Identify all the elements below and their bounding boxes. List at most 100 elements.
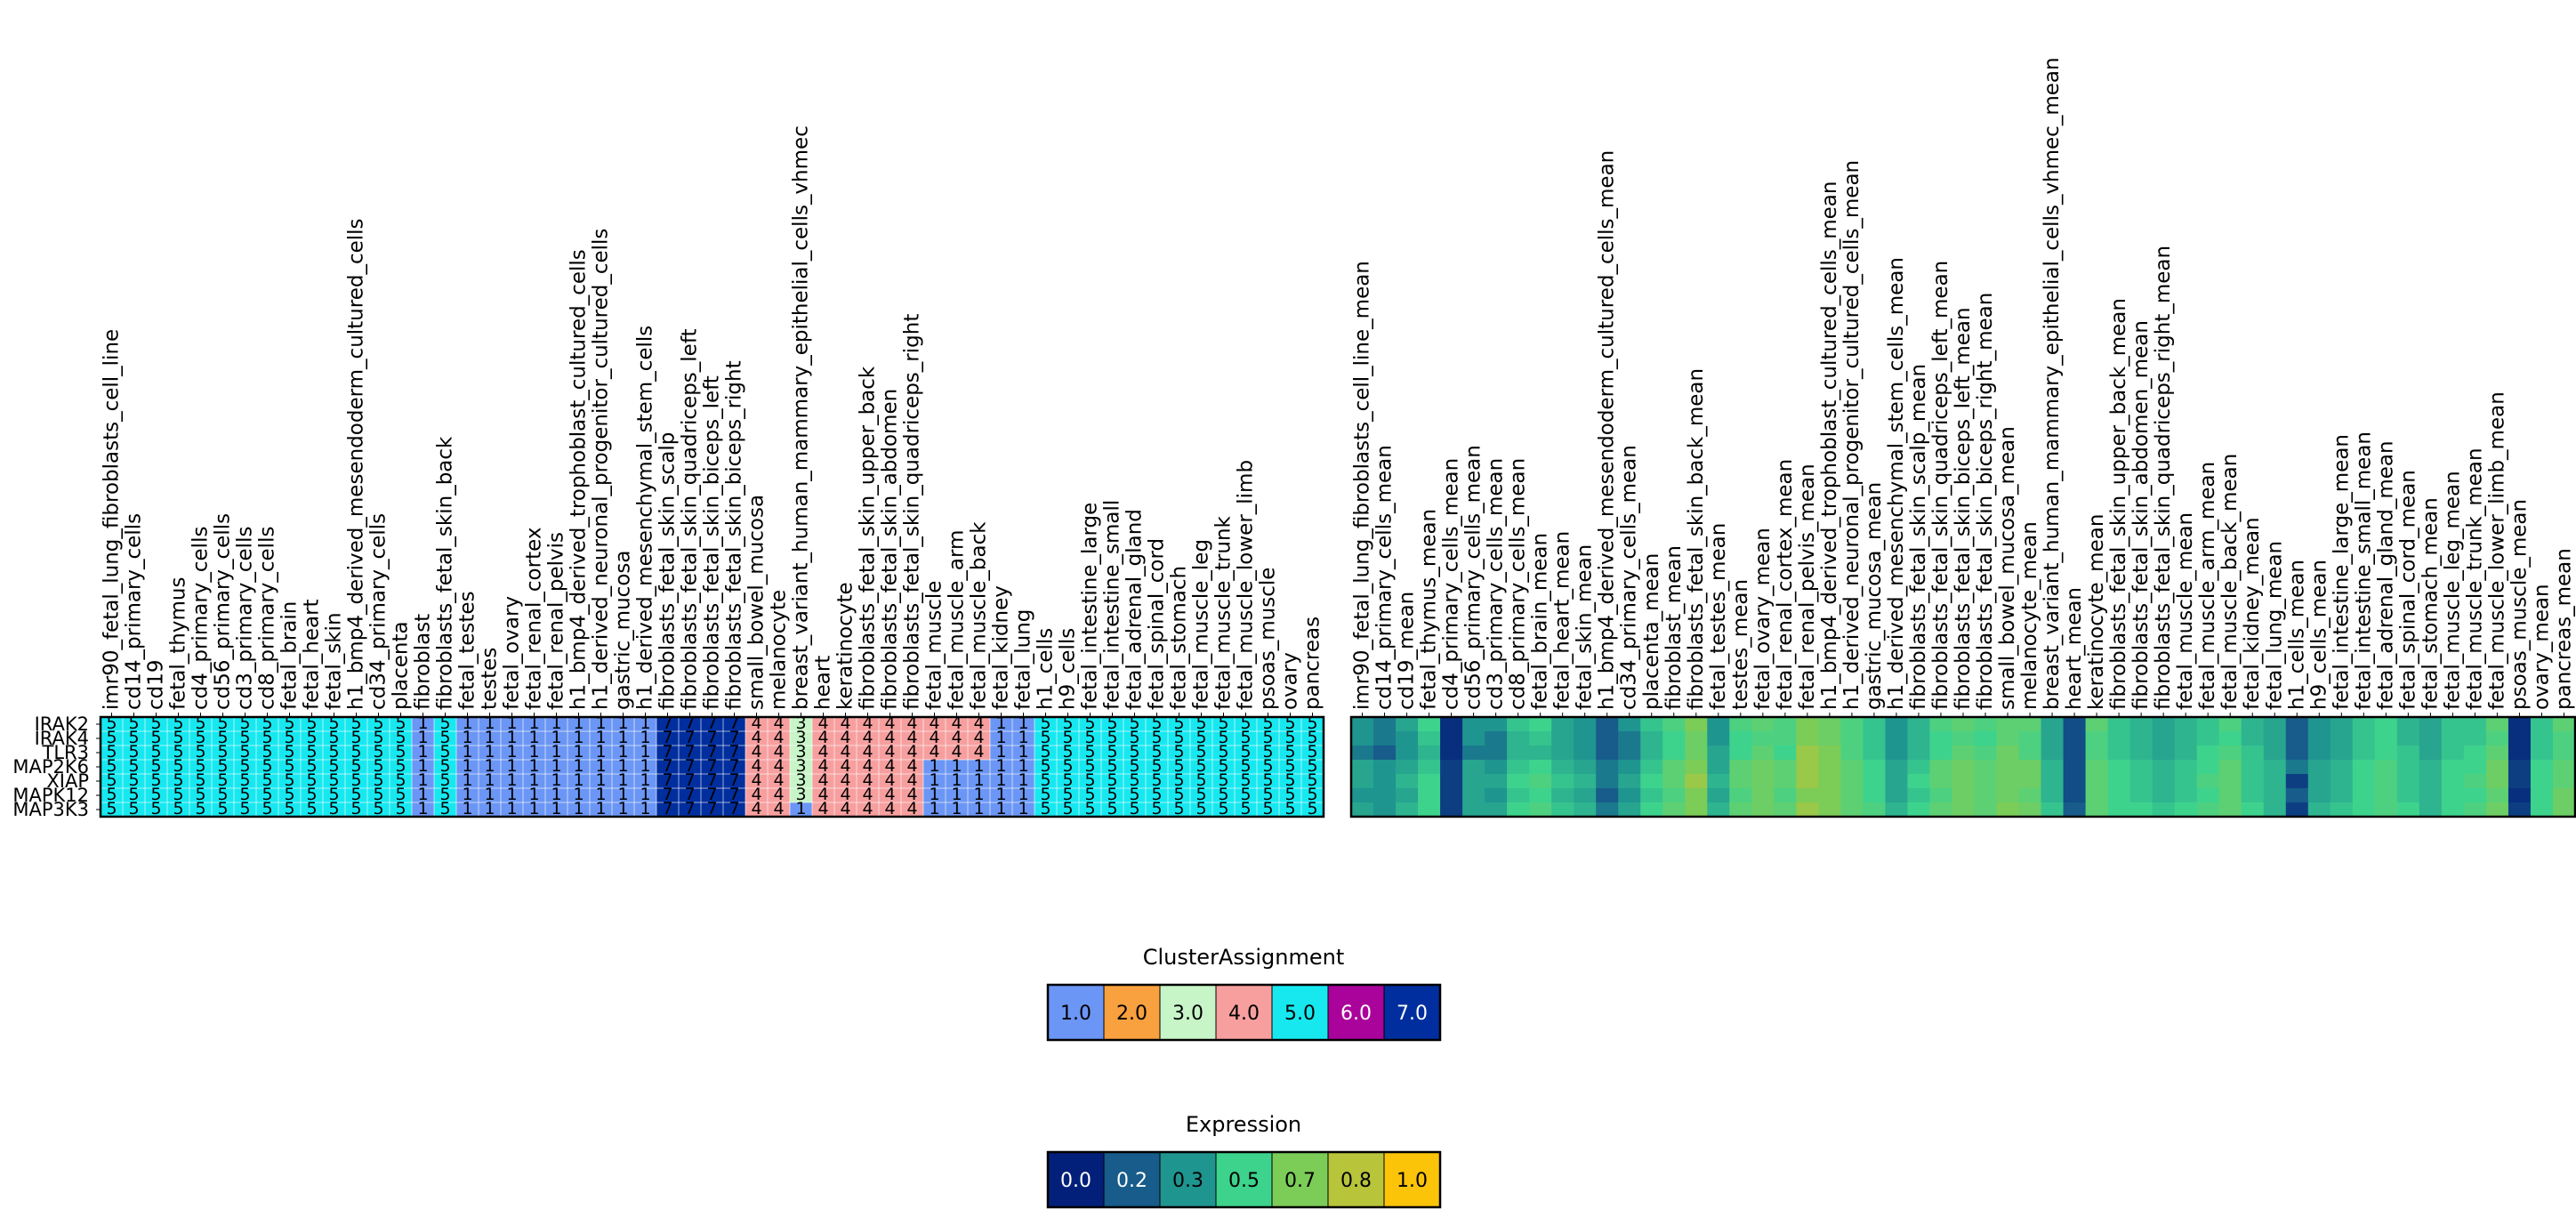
expression-heatmap-column-label: fetal_muscle_leg_mean [2441,471,2464,710]
expression-heatmap-cell [1485,760,1508,775]
cluster-heatmap-cell-label: 5 [1107,799,1117,818]
expression-heatmap-cell [1974,717,1998,732]
expression-heatmap-cell [2463,802,2487,818]
expression-heatmap-cell [1574,717,1597,732]
cluster-heatmap-cell-label: 3 [795,728,806,747]
expression-heatmap-cell [1818,746,1841,761]
cluster-heatmap-cell-label: 1 [995,785,1006,804]
expression-heatmap-cell [1729,774,1752,789]
expression-heatmap-cell [2196,746,2220,761]
expression-heatmap-cell [1840,731,1864,746]
cluster-legend-swatch-label: 1.0 [1060,1003,1091,1025]
expression-heatmap-cell [1596,717,1619,732]
cluster-heatmap-cell-label: 4 [840,713,850,733]
expression-heatmap-column-label: cd14_primary_cells_mean [1373,445,1397,710]
cluster-heatmap-cell-label: 5 [1151,770,1162,790]
expression-heatmap-cell [1440,731,1463,746]
expression-heatmap-cell [2352,746,2376,761]
expression-heatmap-cell [2374,731,2398,746]
cluster-heatmap-cell-label: 5 [1307,770,1317,790]
cluster-heatmap-cell-label: 5 [1240,756,1251,776]
expression-heatmap-cell [1796,788,1819,803]
cluster-heatmap-cell-label: 1 [417,713,428,733]
expression-heatmap-cell [1840,760,1864,775]
cluster-heatmap-cell-label: 5 [1040,799,1051,818]
cluster-heatmap-cell-label: 5 [306,756,317,776]
expression-heatmap-cell [1907,731,1931,746]
expression-heatmap-cell [1796,731,1819,746]
expression-heatmap-cell [1351,802,1374,818]
expression-heatmap-cell [1351,746,1374,761]
expression-heatmap-cell [2330,788,2354,803]
expression-heatmap-column-label: fetal_stomach_mean [2419,497,2442,710]
expression-heatmap-cell [1751,802,1775,818]
expression-legend-swatch-label: 0.5 [1228,1170,1260,1192]
expression-heatmap-column-label: fibroblasts_fetal_skin_biceps_right_mean [1974,293,1997,710]
expression-heatmap-cell [2085,788,2109,803]
cluster-heatmap-cell-label: 5 [1107,756,1117,776]
expression-heatmap-cell [1952,802,1976,818]
expression-heatmap-cell [1929,802,1953,818]
expression-heatmap-cell [2530,760,2554,775]
cluster-heatmap-cell-label: 1 [640,799,650,818]
expression-heatmap-cell [1529,746,1552,761]
expression-heatmap-cell [1907,802,1931,818]
expression-heatmap-cell [2463,717,2487,732]
expression-heatmap-column-label: h1_bmp4_derived_mesendoderm_cultured_cel… [1596,150,1619,710]
cluster-heatmap-cell-label: 7 [684,785,695,804]
cluster-heatmap-cell-label: 7 [706,770,717,790]
cluster-heatmap-cell-label: 4 [817,756,828,776]
expression-heatmap-cell [2307,774,2331,789]
expression-heatmap-cell [1974,746,1998,761]
cluster-heatmap-column-label: fetal_intestine_small [1101,500,1124,710]
cluster-heatmap-cell-label: 4 [862,770,873,790]
expression-heatmap-cell [1396,760,1419,775]
cluster-heatmap-column-label: fetal_brain [278,601,302,710]
expression-heatmap-cell [2352,802,2376,818]
cluster-legend-swatch-label: 7.0 [1397,1003,1428,1025]
cluster-heatmap-cell-label: 5 [262,742,272,762]
expression-heatmap-cell [1351,760,1374,775]
cluster-heatmap-cell-label: 5 [173,713,183,733]
expression-heatmap-cell [1796,746,1819,761]
cluster-heatmap-column-label: fetal_thymus [167,577,190,710]
expression-heatmap-cell [2419,774,2443,789]
expression-heatmap-cell [1574,746,1597,761]
expression-heatmap-cell [2330,774,2354,789]
cluster-heatmap-cell-label: 5 [328,742,339,762]
expression-heatmap-cell [2063,788,2087,803]
expression-heatmap-cell [2063,746,2087,761]
expression-heatmap-cell [1952,746,1976,761]
expression-heatmap-cell [2285,731,2309,746]
expression-heatmap-cell [2441,746,2465,761]
cluster-heatmap-cell-label: 1 [640,785,650,804]
expression-heatmap-column-label: fibroblasts_fetal_skin_back_mean [1685,368,1708,710]
cluster-heatmap-cell-label: 5 [1218,728,1228,747]
cluster-heatmap-cell-label: 5 [1084,785,1095,804]
cluster-heatmap-cell-label: 5 [306,799,317,818]
expression-heatmap-cell [2441,788,2465,803]
expression-heatmap-cell [1818,802,1841,818]
expression-heatmap-cell [2129,802,2153,818]
cluster-heatmap-cell-label: 5 [217,713,228,733]
expression-heatmap-cell [1551,788,1574,803]
cluster-heatmap-column-label: cd56_primary_cells [212,513,235,710]
cluster-heatmap-cell-label: 7 [706,799,717,818]
expression-heatmap-column-label: fetal_muscle_trunk_mean [2463,447,2486,710]
expression-legend-swatch-label: 0.0 [1060,1170,1091,1192]
cluster-heatmap-cell-label: 5 [328,799,339,818]
expression-heatmap-cell [2552,802,2576,818]
cluster-heatmap-cell-label: 1 [995,756,1006,776]
cluster-heatmap-cell-label: 5 [1040,742,1051,762]
cluster-heatmap-cell-label: 5 [350,756,361,776]
expression-heatmap-cell [2485,760,2509,775]
cluster-legend-swatch [1103,984,1161,1041]
cluster-heatmap-cell-label: 1 [973,785,984,804]
cluster-heatmap-cell-label: 5 [350,728,361,747]
expression-heatmap-cell [1996,802,2020,818]
expression-heatmap-cell [2018,760,2042,775]
expression-heatmap-cell [2196,717,2220,732]
cluster-heatmap-cell-label: 5 [173,770,183,790]
expression-heatmap-cell [1596,802,1619,818]
expression-heatmap-cell [1907,746,1931,761]
